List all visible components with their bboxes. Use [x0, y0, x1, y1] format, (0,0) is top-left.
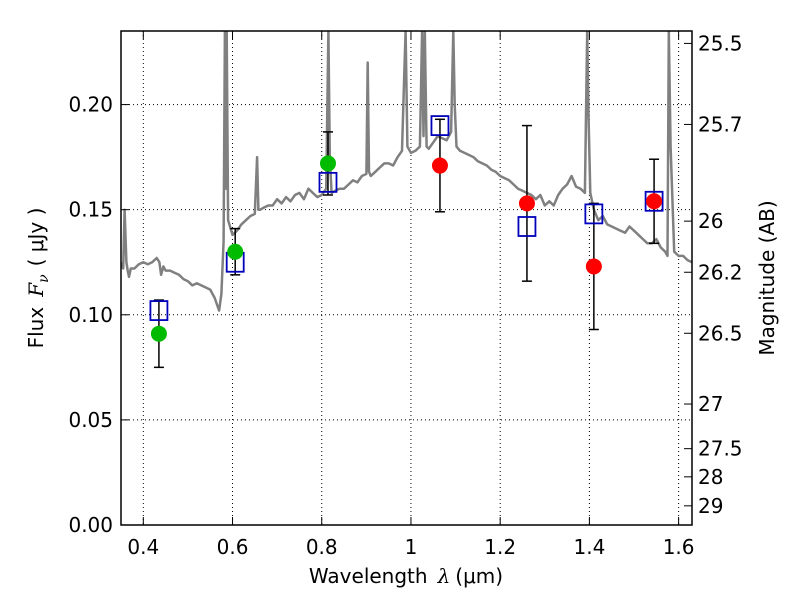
right-tick-label: 25.7 — [698, 112, 743, 136]
model-square — [318, 171, 338, 193]
y-tick-label: 0.05 — [68, 408, 113, 432]
y-tick-label: 0.20 — [68, 93, 113, 117]
x-tick-label: 1.2 — [484, 535, 516, 559]
spectrum-line — [121, 31, 692, 312]
model-square — [517, 216, 537, 237]
model-square — [584, 203, 604, 225]
x-tick-label: 0.6 — [217, 535, 249, 559]
x-tick-label: 0.4 — [127, 535, 159, 559]
right-axis-label: Magnitude (AB) — [755, 200, 779, 355]
x-tick-label: 1.4 — [573, 535, 605, 559]
right-axis-ticks: 25.5 25.7 26 26.2 26.5 27 27.5 28 29 — [684, 31, 743, 518]
y-tick-label: 0.10 — [68, 303, 113, 327]
right-tick-label: 27 — [698, 392, 723, 416]
y-axis-label: FluxFν( μJy ) — [24, 208, 52, 349]
right-tick-label: 26.5 — [698, 321, 743, 345]
model-square — [149, 300, 169, 321]
observed-flux-points — [150, 155, 663, 342]
flux-point — [150, 325, 167, 342]
y-axis-ticks: 0.00 0.05 0.10 0.15 0.20 — [68, 93, 129, 537]
x-axis-label: Wavelength λ (μm) — [309, 564, 503, 588]
y-tick-label: 0.00 — [68, 513, 113, 537]
flux-point — [319, 155, 336, 172]
model-square — [430, 115, 450, 136]
flux-point — [227, 243, 244, 260]
flux-point — [518, 195, 535, 212]
flux-point — [585, 258, 602, 275]
plot-frame — [120, 30, 693, 526]
y-tick-label: 0.15 — [68, 198, 113, 222]
right-tick-label: 27.5 — [698, 437, 743, 461]
right-tick-label: 26.2 — [698, 260, 743, 284]
right-tick-label: 29 — [698, 494, 723, 518]
x-tick-label: 0.8 — [306, 535, 338, 559]
x-tick-label: 1 — [405, 535, 418, 559]
right-tick-label: 26 — [698, 209, 723, 233]
x-tick-label: 1.6 — [663, 535, 695, 559]
x-axis-ticks: 0.4 0.6 0.8 1 1.2 1.4 1.6 — [127, 31, 695, 559]
right-tick-label: 25.5 — [698, 31, 743, 55]
model-spectrum — [121, 31, 692, 312]
error-bars — [153, 118, 660, 369]
right-tick-label: 28 — [698, 465, 723, 489]
flux-point — [431, 157, 448, 174]
model-square — [644, 190, 664, 212]
flux-point — [646, 193, 663, 210]
